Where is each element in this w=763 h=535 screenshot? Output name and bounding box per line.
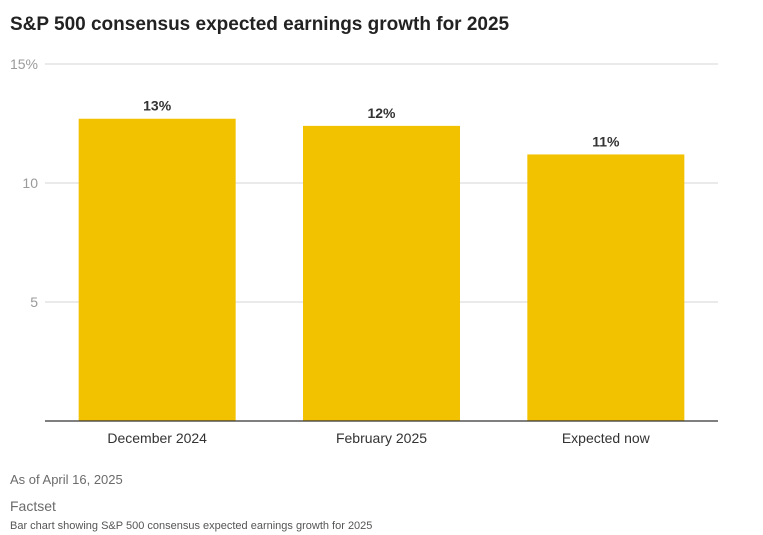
y-tick-label: 10 xyxy=(22,175,38,191)
bar-value-label: 13% xyxy=(143,98,172,114)
bar xyxy=(527,154,685,421)
bars xyxy=(78,118,685,422)
y-axis-ticks: 5 10 15% xyxy=(10,56,38,310)
y-tick-label: 15% xyxy=(10,56,38,72)
as-of-note: As of April 16, 2025 xyxy=(10,472,123,487)
chart-description: Bar chart showing S&P 500 consensus expe… xyxy=(10,520,373,532)
x-tick-label: February 2025 xyxy=(336,430,427,446)
x-tick-label: December 2024 xyxy=(107,430,207,446)
bar xyxy=(303,125,460,421)
data-labels: 13% 12% 11% xyxy=(143,98,620,150)
bar xyxy=(78,118,236,422)
source-note: Factset xyxy=(10,498,56,514)
x-tick-label: Expected now xyxy=(562,430,651,446)
x-axis-ticks: December 2024 February 2025 Expected now xyxy=(107,430,650,446)
bar-chart: 5 10 15% 13% 12% 11% December 2024 February 2… xyxy=(10,56,718,446)
bar-value-label: 11% xyxy=(592,133,620,149)
y-tick-label: 5 xyxy=(30,294,38,310)
chart-title: S&P 500 consensus expected earnings grow… xyxy=(10,14,510,35)
bar-value-label: 12% xyxy=(367,105,396,121)
